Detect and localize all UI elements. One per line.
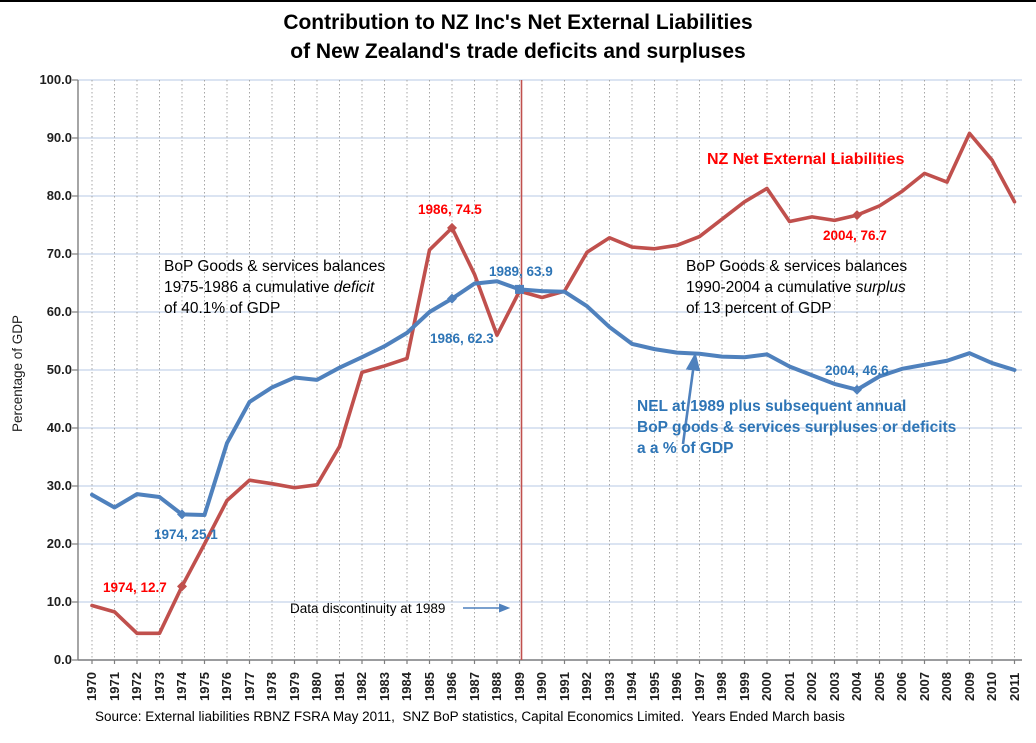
chart-title: Contribution to NZ Inc's Net External Li…	[0, 8, 1036, 66]
y-tick-label: 30.0	[46, 478, 72, 493]
y-tick-label: 80.0	[46, 188, 72, 203]
x-tick-label: 1990	[534, 672, 549, 701]
bop-counterfactual-series-line	[90, 279, 1017, 517]
x-tick-label: 1975	[196, 672, 212, 701]
data-point-label: 2004, 76.7	[823, 228, 887, 243]
surplus-annotation-italic: surplus	[855, 279, 906, 296]
x-tick-label: 1984	[399, 672, 414, 701]
x-tick-label: 1991	[556, 672, 572, 701]
x-tick-label: 1979	[286, 672, 302, 701]
red-series-label: NZ Net External Liabilities	[707, 151, 905, 168]
x-tick-label: 2002	[804, 672, 819, 701]
y-tick-label: 0.0	[53, 652, 72, 667]
x-tick-label: 1988	[489, 672, 504, 701]
y-tick-label: 70.0	[46, 246, 72, 261]
y-tick-label: 40.0	[46, 420, 72, 435]
discontinuity-annotation: Data discontinuity at 1989	[290, 601, 446, 616]
y-tick-label: 10.0	[46, 594, 72, 609]
data-point-label: 1986, 74.5	[418, 202, 482, 217]
nel-series-line	[90, 131, 1017, 636]
data-point-marker	[852, 210, 862, 221]
x-tick-label: 1994	[624, 672, 639, 701]
data-point-label: 1989, 63.9	[489, 264, 553, 279]
x-tick-label: 1993	[601, 672, 617, 701]
data-point-marker	[447, 293, 457, 304]
x-tick-label: 1980	[309, 672, 324, 701]
x-tick-label: 1986	[444, 672, 459, 701]
x-tick-label: 1974	[174, 672, 189, 701]
y-tick-label: 90.0	[46, 130, 72, 145]
data-point-label: 1974, 25.1	[154, 527, 218, 542]
x-tick-label: 2009	[961, 672, 977, 701]
x-tick-label: 2008	[939, 672, 954, 701]
surplus-annotation-post: of 13 percent of GDP	[686, 300, 832, 317]
x-tick-label: 1973	[151, 672, 167, 701]
x-tick-label: 1998	[714, 672, 729, 701]
y-tick-label: 60.0	[46, 304, 72, 319]
y-tick-label: 20.0	[46, 536, 72, 551]
x-tick-label: 2006	[894, 672, 909, 701]
window-top-border	[0, 0, 1036, 2]
chart-title-line2: of New Zealand's trade deficits and surp…	[290, 40, 746, 63]
y-tick-label: 100.0	[39, 72, 72, 87]
x-tick-label: 2007	[916, 672, 932, 701]
x-tick-label: 1992	[579, 672, 594, 701]
x-tick-label: 1985	[421, 672, 437, 701]
data-point-marker	[515, 284, 524, 294]
x-tick-label: 2003	[826, 672, 842, 701]
surplus-annotation-pre: BoP Goods & services balances 1990-2004 …	[686, 258, 908, 296]
x-tick-label: 1997	[691, 672, 707, 701]
data-point-marker	[852, 384, 862, 395]
surplus-annotation: BoP Goods & services balances 1990-2004 …	[686, 256, 907, 319]
deficit-annotation-post: of 40.1% of GDP	[164, 300, 281, 317]
source-note: Source: External liabilities RBNZ FSRA M…	[95, 709, 845, 724]
x-tick-label: 1995	[646, 672, 662, 701]
x-tick-label: 1978	[264, 672, 279, 701]
x-tick-label: 2011	[1006, 672, 1022, 701]
x-tick-label: 2004	[849, 672, 864, 701]
x-tick-label: 1982	[354, 672, 369, 701]
x-tick-label: 1983	[376, 672, 392, 701]
x-tick-label: 2001	[781, 672, 797, 701]
x-tick-label: 1999	[736, 672, 752, 701]
x-tick-label: 1989	[511, 672, 527, 701]
blue-series-annotation: NEL at 1989 plus subsequent annual BoP g…	[637, 398, 957, 457]
x-tick-label: 1976	[219, 672, 234, 701]
x-tick-label: 1977	[241, 672, 257, 701]
x-tick-label: 1987	[466, 672, 482, 701]
deficit-annotation: BoP Goods & services balances 1975-1986 …	[164, 256, 385, 319]
x-tick-label: 2010	[984, 672, 999, 701]
data-point-label: 1986, 62.3	[430, 331, 494, 346]
deficit-annotation-pre: BoP Goods & services balances 1975-1986 …	[164, 258, 386, 296]
x-tick-label: 1996	[669, 672, 684, 701]
data-point-marker	[177, 581, 187, 592]
data-point-label: 1974, 12.7	[103, 580, 167, 595]
deficit-annotation-italic: deficit	[333, 279, 375, 296]
data-point-marker	[177, 509, 187, 520]
data-point-marker	[447, 222, 457, 233]
x-tick-label: 1972	[129, 672, 144, 701]
y-tick-label: 50.0	[46, 362, 72, 377]
data-point-label: 2004, 46.6	[825, 363, 889, 378]
nel-annotation-arrow	[681, 352, 701, 445]
x-tick-label: 1970	[84, 672, 99, 701]
x-tick-label: 2005	[871, 672, 887, 701]
x-tick-label: 2000	[759, 672, 774, 701]
x-tick-label: 1971	[106, 672, 122, 701]
y-axis-title: Percentage of GDP	[10, 314, 25, 432]
chart-title-line1: Contribution to NZ Inc's Net External Li…	[283, 11, 753, 34]
x-tick-label: 1981	[331, 672, 347, 701]
